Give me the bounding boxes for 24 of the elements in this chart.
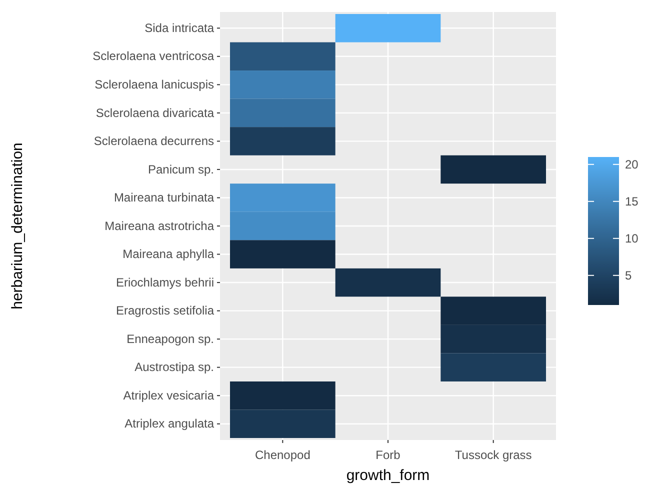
color-bar-label: 10 xyxy=(625,232,639,246)
x-tick-label: Tussock grass xyxy=(454,448,532,462)
y-tick-label: Maireana turbinata xyxy=(114,190,214,205)
y-tick-label: Eriochlamys behrii xyxy=(116,275,214,290)
y-tick-label: Austrostipa sp. xyxy=(134,360,214,374)
y-tick-label: Sida intricata xyxy=(144,20,214,35)
y-tick-label: Sclerolaena divaricata xyxy=(96,106,214,120)
y-tick-label: Maireana aphylla xyxy=(122,247,214,262)
y-axis-title: herbarium_determination xyxy=(9,142,26,310)
color-bar-label: 15 xyxy=(625,194,639,209)
y-tick-label: Sclerolaena decurrens xyxy=(94,134,214,148)
y-tick-label: Eragrostis setifolia xyxy=(116,304,214,318)
y-tick-label: Sclerolaena ventricosa xyxy=(92,49,214,64)
y-tick-label: Atriplex vesicaria xyxy=(123,388,214,402)
color-bar-label: 20 xyxy=(625,158,639,172)
y-tick-label: Atriplex angulata xyxy=(124,416,214,431)
y-tick-label: Sclerolaena lanicuspis xyxy=(94,78,214,92)
color-bar-label: 5 xyxy=(625,268,632,283)
x-tick-label: Forb xyxy=(376,448,401,462)
x-axis-title: growth_form xyxy=(346,467,430,484)
y-tick-label: Enneapogon sp. xyxy=(126,332,214,346)
x-tick-label: Chenopod xyxy=(254,448,310,462)
y-tick-label: Maireana astrotricha xyxy=(104,218,214,233)
y-tick-label: Panicum sp. xyxy=(148,162,214,176)
